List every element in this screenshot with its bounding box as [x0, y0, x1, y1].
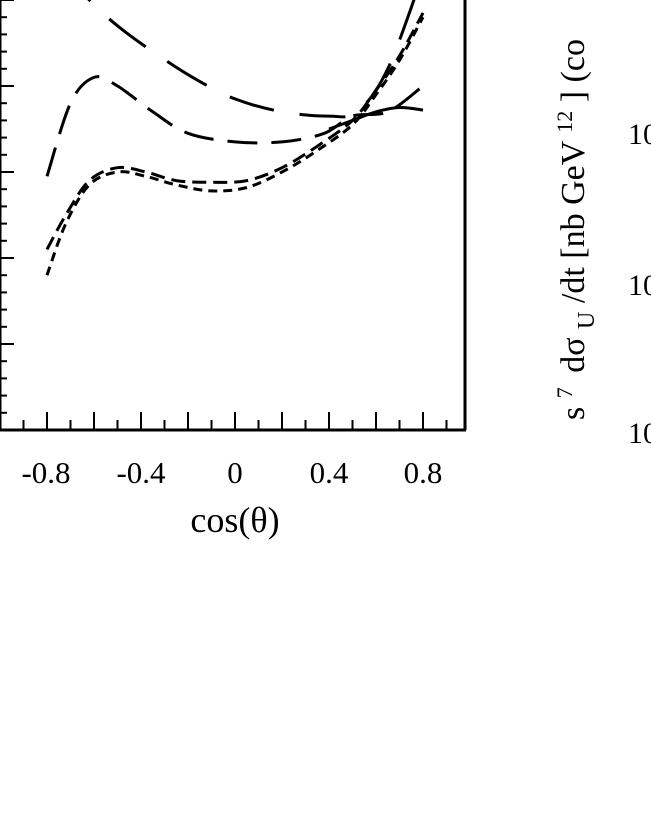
- x-axis-title: cos(θ): [190, 500, 279, 540]
- series-layer: [45, 0, 425, 276]
- series-line-long-dash: [87, 0, 416, 119]
- right-y-tick-fragment: 10: [628, 417, 651, 450]
- y-ticks: [0, 0, 14, 431]
- ylabel-tail: ] (co: [555, 39, 592, 102]
- right-y-axis-title: s 7 dσ U /dt [nb GeV 12 ] (co: [543, 39, 602, 420]
- series-line-solid: [328, 105, 424, 131]
- left-chart: -0.8 -0.4 0 0.4 0.8 cos(θ): [0, 0, 467, 540]
- x-tick-label: 0.4: [310, 455, 349, 490]
- ylabel-dsigma: dσ: [555, 337, 592, 372]
- x-tick-label: -0.4: [116, 455, 166, 490]
- x-ticks: [22, 412, 448, 430]
- ylabel-s: s: [555, 407, 592, 420]
- x-tick-label: 0.8: [404, 455, 443, 490]
- right-chart-fragment: s 7 dσ U /dt [nb GeV 12 ] (co 10 10 10: [543, 39, 651, 450]
- ylabel-per-dt: /dt [nb GeV: [555, 140, 592, 303]
- series-line-medium-dash: [45, 75, 424, 177]
- x-tick-label: -0.8: [21, 455, 70, 490]
- series-line-short-dash: [45, 12, 425, 251]
- ylabel-exponent-7: 7: [552, 387, 577, 398]
- series-line-dotted-dash: [45, 16, 425, 276]
- ylabel-exponent-12: 12: [552, 111, 577, 133]
- right-y-tick-fragment: 10: [628, 118, 651, 151]
- ylabel-subscript-u: U: [574, 312, 600, 329]
- right-y-tick-fragment: 10: [628, 269, 651, 302]
- x-tick-label: 0: [227, 455, 243, 490]
